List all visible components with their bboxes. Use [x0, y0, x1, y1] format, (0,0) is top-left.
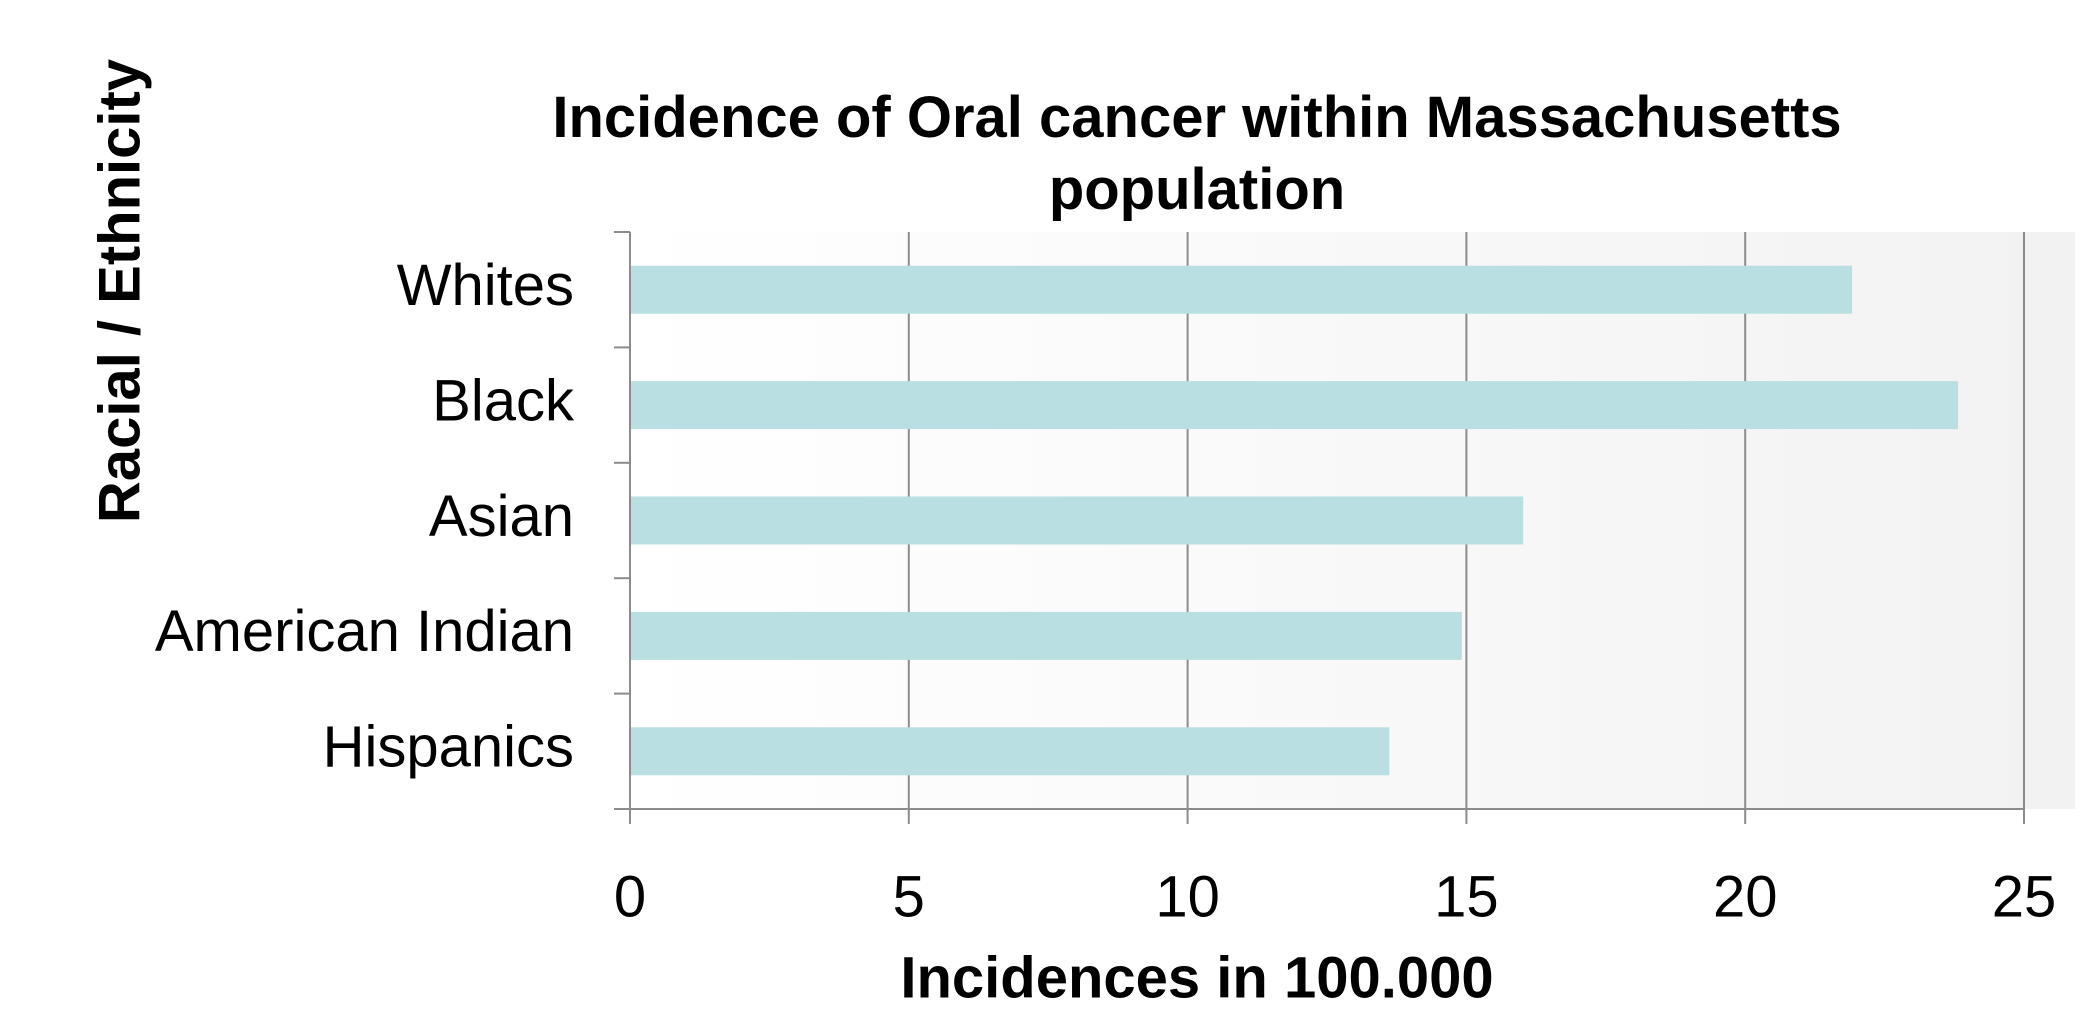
y-tick-label: American Indian [155, 599, 574, 664]
x-tick-label: 25 [1992, 864, 2057, 929]
y-tick-label: Asian [429, 484, 574, 549]
y-tick-label: Whites [397, 253, 574, 318]
bar [631, 611, 1462, 660]
y-tick-label: Black [432, 368, 575, 433]
bar [631, 381, 1959, 430]
bar [631, 265, 1853, 314]
bar [631, 727, 1390, 776]
x-axis-label: Incidences in 100.000 [900, 945, 1493, 1010]
x-tick-label: 15 [1434, 864, 1499, 929]
x-tick-label: 0 [614, 864, 646, 929]
x-tick-label: 5 [893, 864, 925, 929]
chart-title: Incidence of Oral cancer within Massachu… [552, 85, 1842, 222]
bar [631, 496, 1524, 545]
y-tick-label: Hispanics [323, 715, 574, 780]
x-tick-label: 20 [1713, 864, 1778, 929]
x-tick-label: 10 [1155, 864, 1220, 929]
y-axis-label: Racial / Ethnicity [87, 59, 152, 523]
